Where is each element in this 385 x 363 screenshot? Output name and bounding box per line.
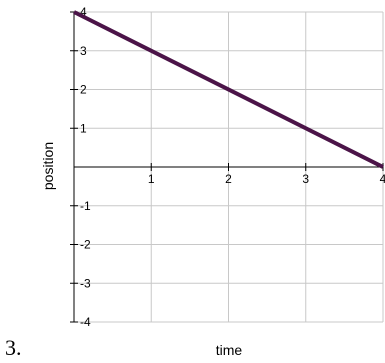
chart-ticks: 1 2 3 4 4 3 2 1 -1 -2 -3 -4 — [70, 5, 385, 329]
y-tick-label: -2 — [80, 238, 91, 252]
y-tick-label: 4 — [80, 5, 87, 19]
x-tick-label: 4 — [380, 172, 385, 186]
y-tick-label: 1 — [80, 121, 87, 135]
question-number: 3. — [5, 335, 22, 360]
y-tick-label: -4 — [80, 315, 91, 329]
y-tick-label: -1 — [80, 199, 91, 213]
x-tick-label: 2 — [225, 172, 232, 186]
position-line — [73, 10, 384, 169]
x-axis-label: time — [216, 342, 243, 358]
x-tick-label: 1 — [148, 172, 155, 186]
y-tick-label: -3 — [80, 276, 91, 290]
y-tick-label: 2 — [80, 83, 87, 97]
x-tick-label: 3 — [302, 172, 309, 186]
chart-series — [73, 10, 384, 169]
y-tick-label: 3 — [80, 44, 87, 58]
y-axis-label: position — [40, 142, 56, 190]
